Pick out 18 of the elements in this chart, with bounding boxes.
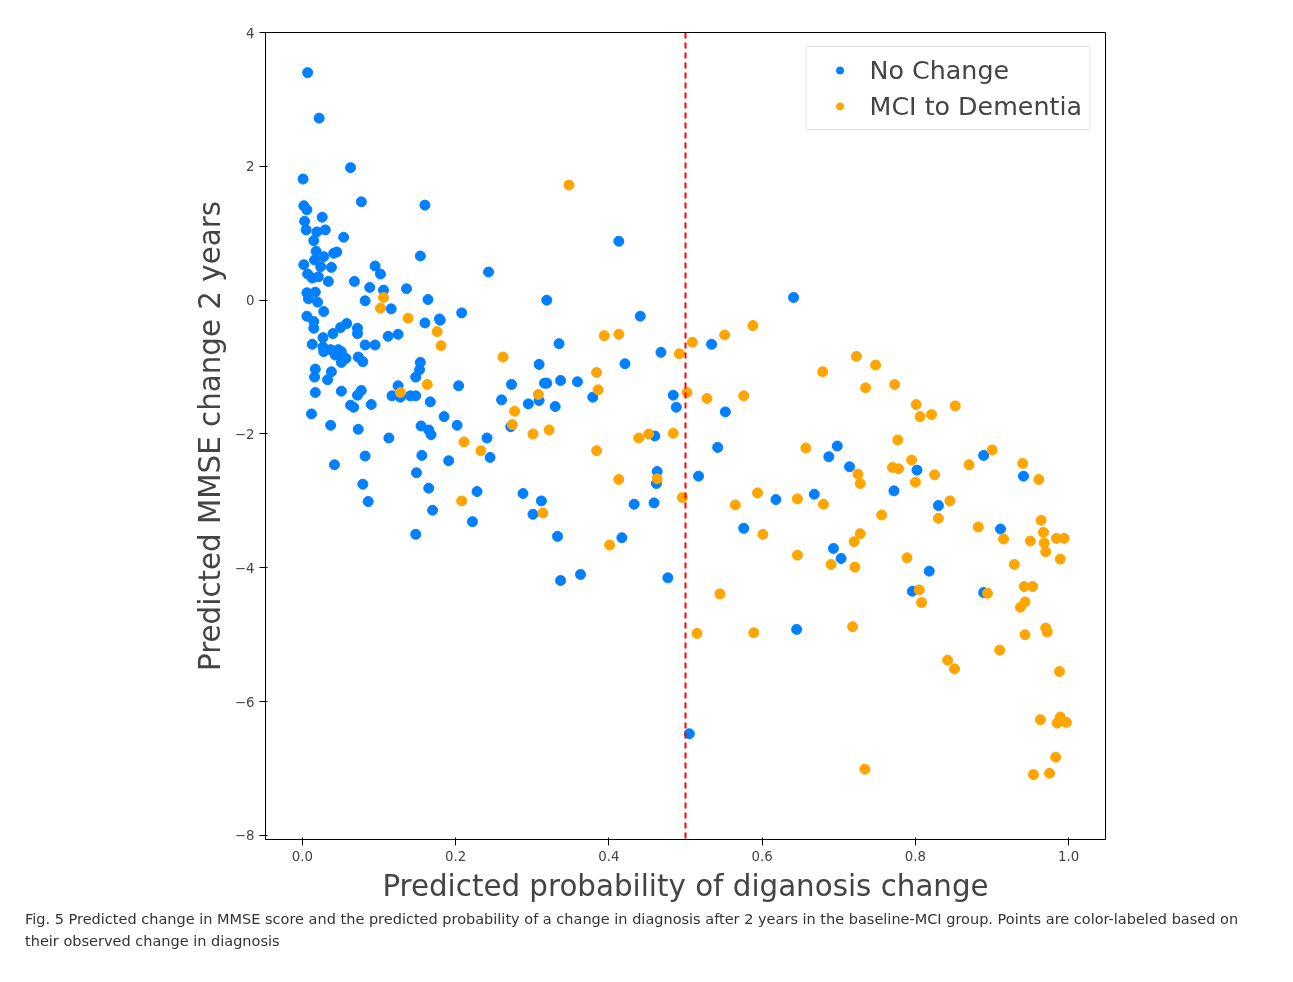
x-tick-label: 1.0 [1058,848,1080,864]
x-axis-title: Predicted probability of diganosis change [382,868,989,903]
y-tick-label: 2 [246,159,255,175]
x-tick-label: 0.2 [444,848,467,864]
y-tick-label: 0 [246,293,255,309]
y-tick-label: −4 [234,560,255,576]
y-tick-label: −8 [234,828,255,844]
caption: Fig. 5 Predicted change in MMSE score and the predicted probability of a change in diagnosis after 2 years in the baseline-MCI group. Points are color-labeled based on their observed change in diagnosis [25,910,1240,951]
y-tick-label: 4 [246,25,255,41]
legend-label: No Change [869,55,1010,85]
y-axis-title: Predicted MMSE change 2 years [192,200,227,672]
y-tick-label: −2 [234,426,255,442]
x-tick-label: 0.0 [291,848,313,864]
x-tick-label: 0.8 [904,848,927,864]
x-tick-label: 0.4 [598,848,620,864]
legend-label: MCI to Dementia [869,91,1082,121]
x-tick-label: 0.6 [751,848,773,864]
y-tick-label: −6 [234,694,255,710]
